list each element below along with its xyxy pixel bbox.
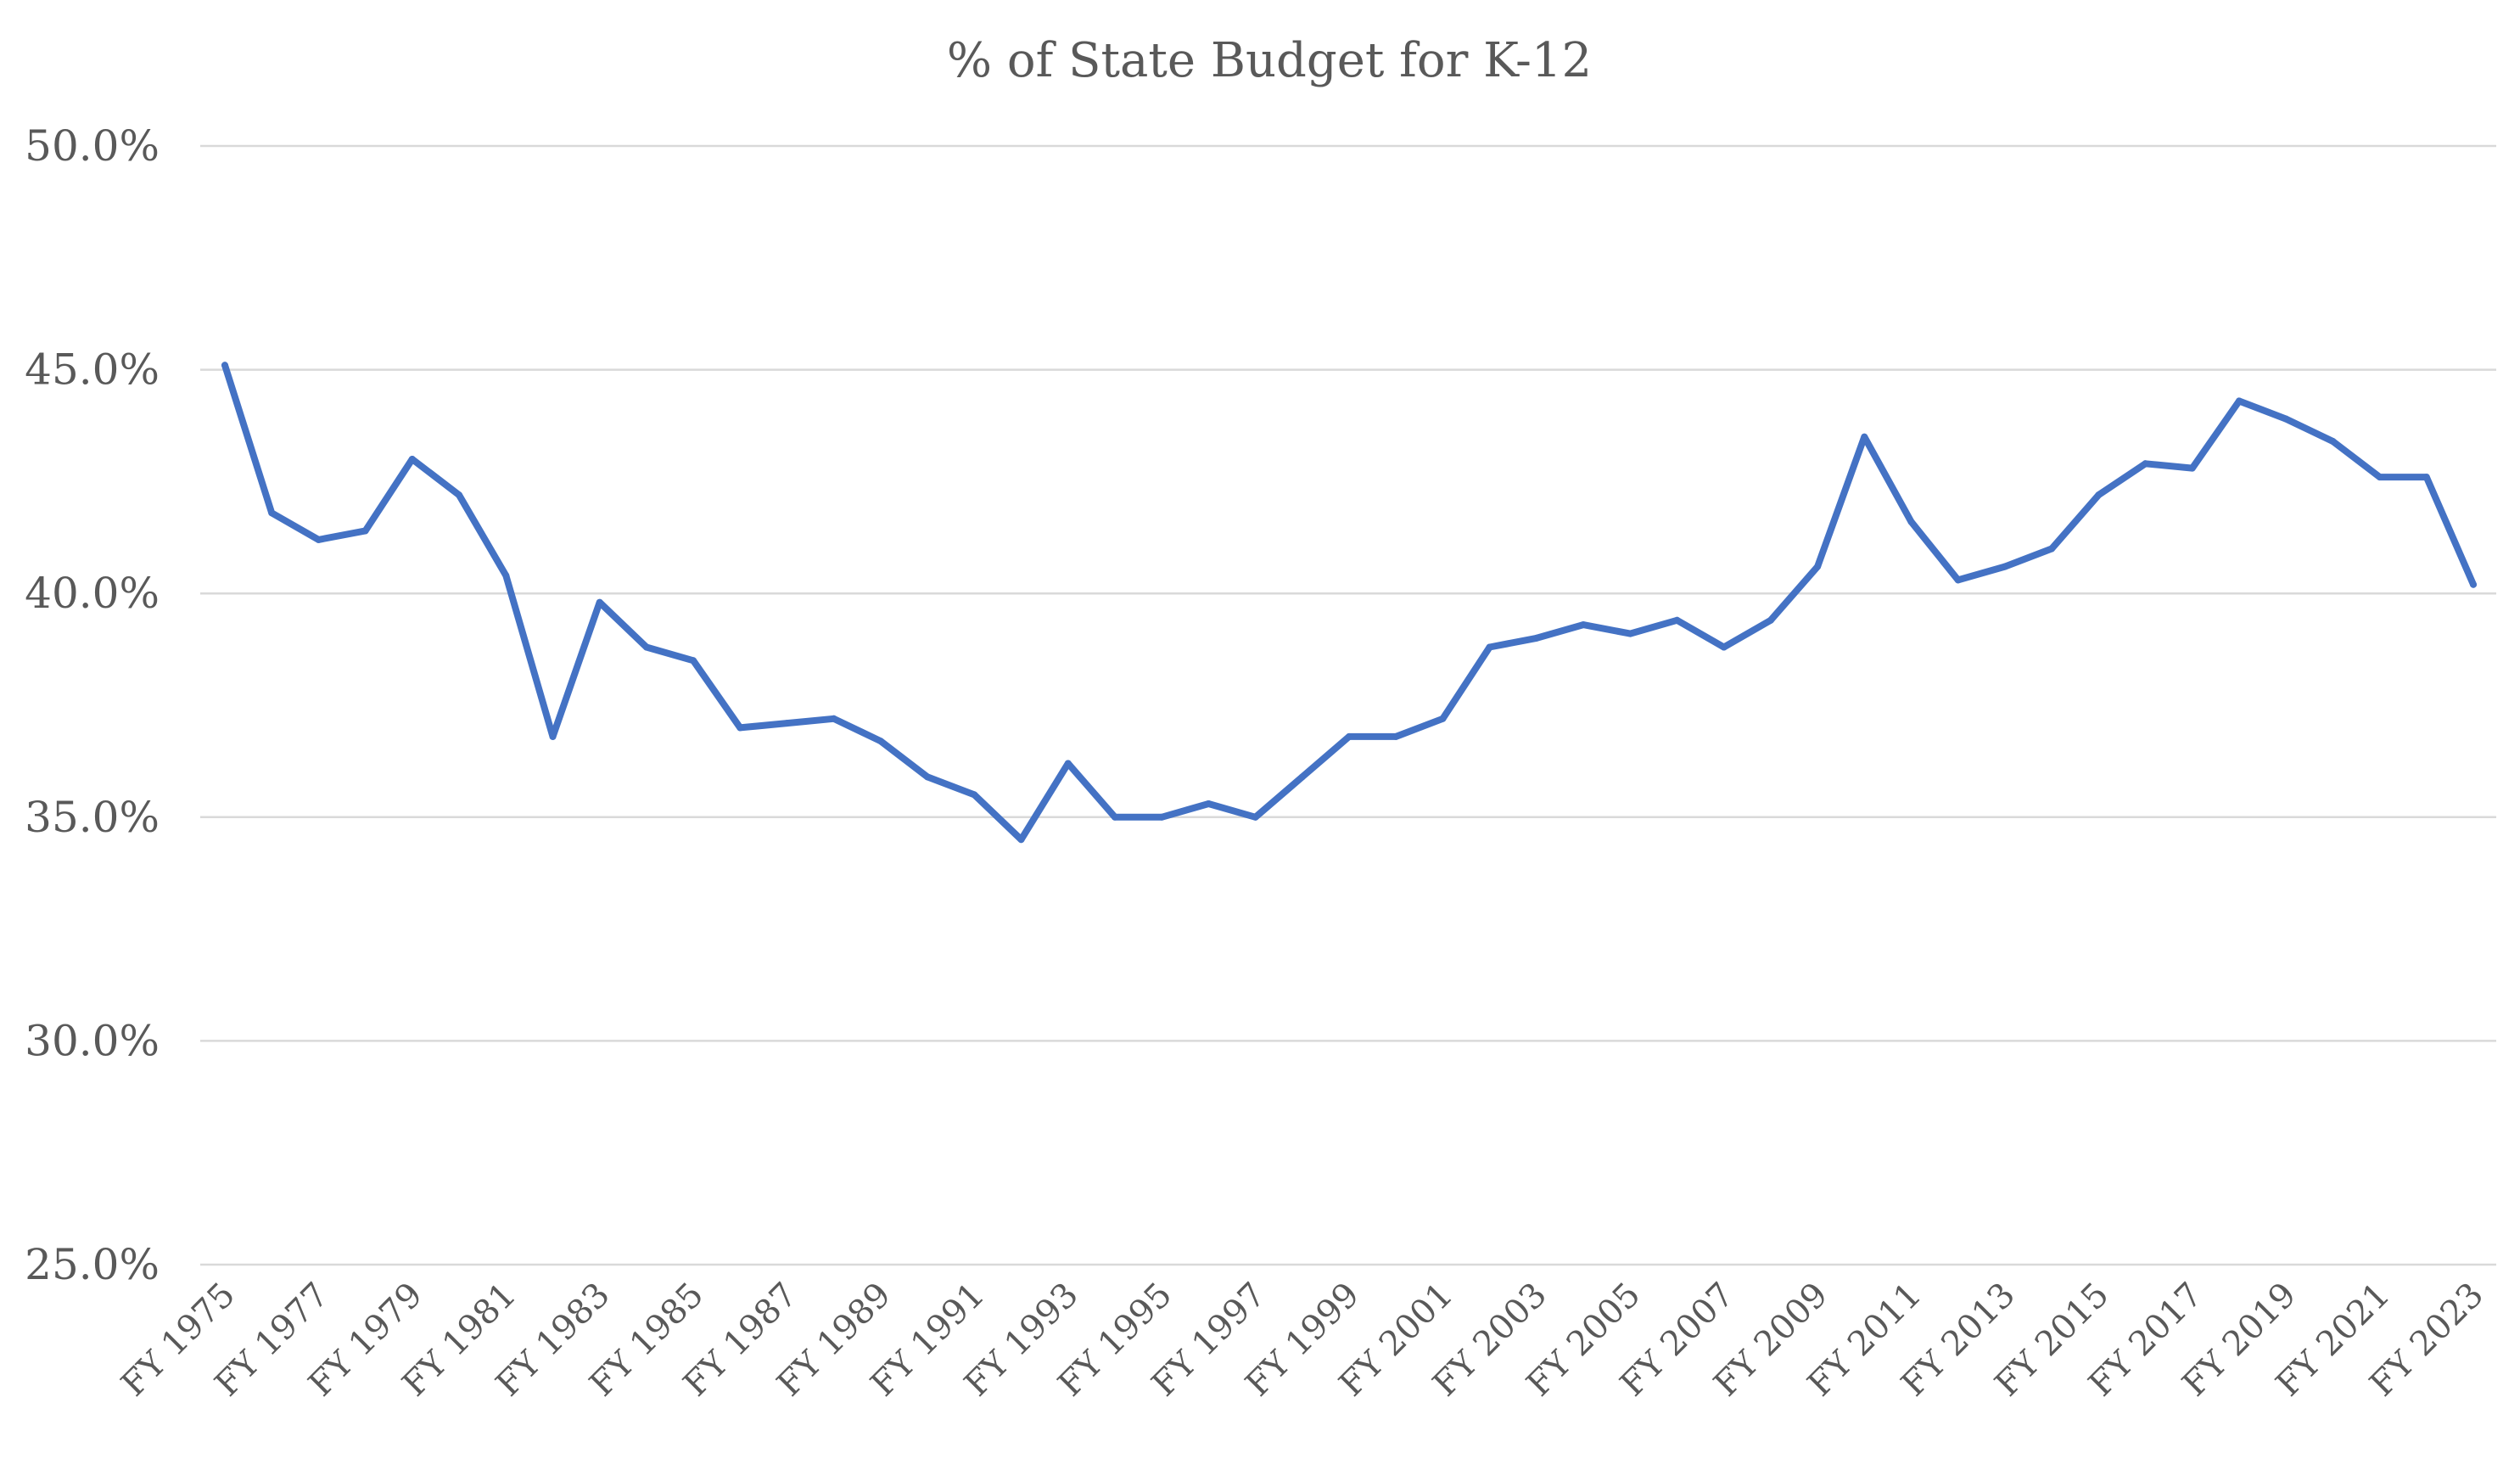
data-point bbox=[268, 509, 276, 517]
data-point bbox=[1392, 732, 1400, 740]
data-point bbox=[1907, 518, 1915, 525]
data-point bbox=[690, 657, 697, 665]
data-point bbox=[1158, 813, 1166, 821]
y-tick-label: 45.0% bbox=[25, 345, 160, 395]
gridlines bbox=[200, 144, 2496, 1266]
data-point bbox=[2001, 563, 2008, 570]
data-point bbox=[2188, 464, 2196, 472]
data-point bbox=[924, 773, 932, 781]
y-tick-label: 40.0% bbox=[25, 569, 160, 618]
data-point bbox=[1673, 616, 1681, 624]
data-point bbox=[1814, 563, 1822, 570]
data-point bbox=[1439, 715, 1447, 722]
data-point bbox=[1205, 800, 1212, 807]
data-point bbox=[2470, 581, 2477, 588]
y-tick-label: 35.0% bbox=[25, 793, 160, 842]
data-point bbox=[315, 536, 322, 543]
data-point bbox=[2142, 460, 2149, 468]
data-point bbox=[1298, 773, 1306, 781]
data-point bbox=[1017, 836, 1025, 844]
y-tick-label: 30.0% bbox=[25, 1016, 160, 1065]
series-line bbox=[221, 362, 2477, 844]
data-point bbox=[502, 572, 510, 580]
data-point bbox=[1064, 760, 1072, 767]
data-point bbox=[830, 715, 837, 722]
data-point bbox=[596, 598, 603, 606]
data-point bbox=[1486, 643, 1493, 651]
data-point bbox=[2329, 438, 2337, 445]
data-point bbox=[2048, 545, 2056, 553]
data-point bbox=[408, 456, 416, 463]
data-point bbox=[549, 732, 557, 740]
data-point bbox=[1532, 634, 1540, 642]
data-point bbox=[1767, 616, 1774, 624]
data-point bbox=[221, 362, 228, 369]
data-point bbox=[2236, 397, 2243, 405]
data-point bbox=[1720, 643, 1728, 651]
data-point bbox=[1954, 576, 1962, 584]
chart-title: % of State Budget for K-12 bbox=[947, 33, 1592, 88]
data-point bbox=[876, 738, 884, 745]
data-point bbox=[971, 791, 978, 799]
data-point bbox=[1252, 813, 1259, 821]
data-point bbox=[456, 491, 462, 499]
data-point bbox=[2095, 491, 2103, 499]
y-axis-ticks: 25.0% 30.0% 35.0% 40.0% 45.0% 50.0% bbox=[25, 121, 160, 1289]
data-point bbox=[2422, 474, 2430, 481]
data-point bbox=[642, 643, 650, 651]
data-point bbox=[2376, 474, 2383, 481]
series-layer bbox=[221, 362, 2477, 844]
data-point bbox=[1861, 433, 1868, 440]
data-point bbox=[1627, 630, 1634, 637]
data-point bbox=[1346, 732, 1352, 740]
data-point bbox=[1112, 813, 1118, 821]
y-tick-label: 50.0% bbox=[25, 121, 160, 171]
y-tick-label: 25.0% bbox=[25, 1240, 160, 1289]
data-point bbox=[1580, 621, 1587, 629]
data-point bbox=[361, 527, 369, 535]
data-point bbox=[736, 724, 744, 732]
data-point bbox=[2282, 415, 2290, 423]
data-point bbox=[783, 720, 791, 727]
